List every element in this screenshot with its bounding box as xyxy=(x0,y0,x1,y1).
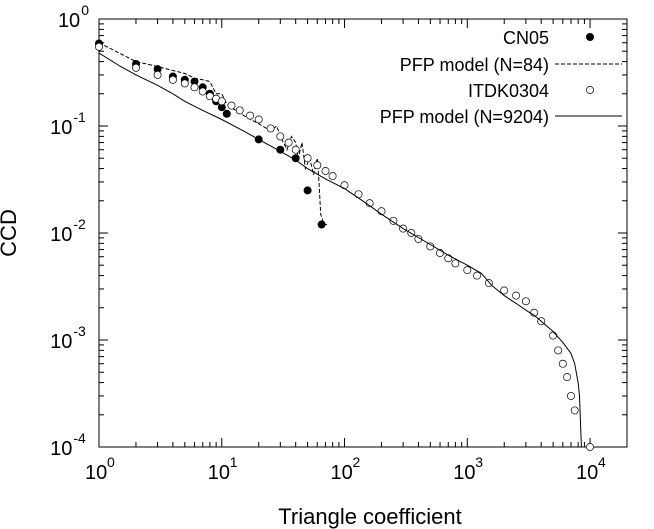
x-tick-exponent: 2 xyxy=(353,454,361,470)
data-point-open xyxy=(389,216,398,225)
data-point-open xyxy=(180,79,189,88)
x-tick-exponent: 1 xyxy=(230,454,238,470)
x-tick-exponent: 4 xyxy=(598,454,606,470)
data-point-open xyxy=(567,391,575,400)
x-axis-label: Triangle coefficient xyxy=(278,504,461,529)
y-tick-exponent: -1 xyxy=(73,109,86,125)
data-point-open xyxy=(328,172,337,181)
y-tick-label: 10 xyxy=(50,224,72,246)
data-point-open xyxy=(570,406,579,415)
legend-label: PFP model (N=9204) xyxy=(380,107,549,127)
y-tick-exponent: -2 xyxy=(73,216,86,232)
data-point-open xyxy=(313,161,322,170)
data-point-open xyxy=(266,124,275,133)
data-point-open xyxy=(132,63,140,72)
data-point-open xyxy=(558,359,567,368)
y-tick-label: 10 xyxy=(50,117,72,139)
data-point-open xyxy=(198,87,207,96)
data-point-open xyxy=(291,145,300,154)
legend: CN05 PFP model (N=84) ITDK0304 PFP model (N… xyxy=(380,28,622,127)
data-point-open xyxy=(217,97,226,106)
data-point-open xyxy=(321,167,330,175)
x-tick-label: 10 xyxy=(453,462,475,484)
data-point-open xyxy=(444,254,453,263)
data-point-open xyxy=(484,279,493,288)
data-point-open xyxy=(227,101,236,110)
data-point-open xyxy=(153,70,162,79)
data-point-open xyxy=(473,271,481,280)
x-tick-label: 10 xyxy=(208,462,230,484)
data-point-open xyxy=(500,286,509,295)
x-tick-label: 10 xyxy=(331,462,353,484)
data-point-open xyxy=(414,234,423,243)
data-point-open xyxy=(276,132,285,141)
axis-ticks xyxy=(98,18,628,448)
legend-label: PFP model (N=84) xyxy=(400,55,549,75)
data-point-open xyxy=(254,115,263,124)
y-axis-label: CCD xyxy=(0,209,21,257)
x-tick-exponent: 0 xyxy=(107,454,115,470)
x-tick-exponent: 3 xyxy=(475,454,483,470)
data-point-open xyxy=(95,42,103,51)
x-tick-label: 10 xyxy=(85,462,107,484)
series-cn05 xyxy=(95,39,326,229)
y-tick-label: 10 xyxy=(50,438,72,460)
series-line xyxy=(98,52,582,448)
series-pfp-model-n-9204 xyxy=(98,52,582,448)
data-point-open xyxy=(512,291,521,300)
data-point-open xyxy=(235,106,244,115)
y-tick-label: 10 xyxy=(58,10,80,32)
data-point-open xyxy=(303,154,312,163)
data-point-open xyxy=(554,346,563,355)
data-point-filled xyxy=(222,109,231,118)
y-tick-exponent: -3 xyxy=(73,323,86,339)
data-point-open xyxy=(563,373,572,382)
data-point-open xyxy=(284,138,293,147)
y-tick-label: 10 xyxy=(50,331,72,353)
data-point-open xyxy=(549,331,558,340)
data-point-open xyxy=(586,443,594,451)
data-point-open xyxy=(521,297,530,306)
legend-label: CN05 xyxy=(503,28,549,48)
y-tick-exponent: -4 xyxy=(73,430,86,446)
x-tick-label: 10 xyxy=(576,462,598,484)
series-layer xyxy=(95,39,594,451)
data-point-open xyxy=(451,259,460,268)
y-tick-exponent: 0 xyxy=(81,2,89,18)
legend-label: ITDK0304 xyxy=(468,81,549,101)
data-point-open xyxy=(190,83,199,92)
data-point-filled xyxy=(303,186,312,195)
legend-marker xyxy=(586,86,594,94)
series-itdk0304 xyxy=(95,42,594,451)
legend-marker xyxy=(586,33,595,42)
data-point-open xyxy=(463,266,472,275)
data-point-open xyxy=(168,75,177,84)
x-tick-labels: 10 0 10 1 10 2 10 3 10 4 xyxy=(85,454,606,484)
data-point-open xyxy=(246,111,255,120)
